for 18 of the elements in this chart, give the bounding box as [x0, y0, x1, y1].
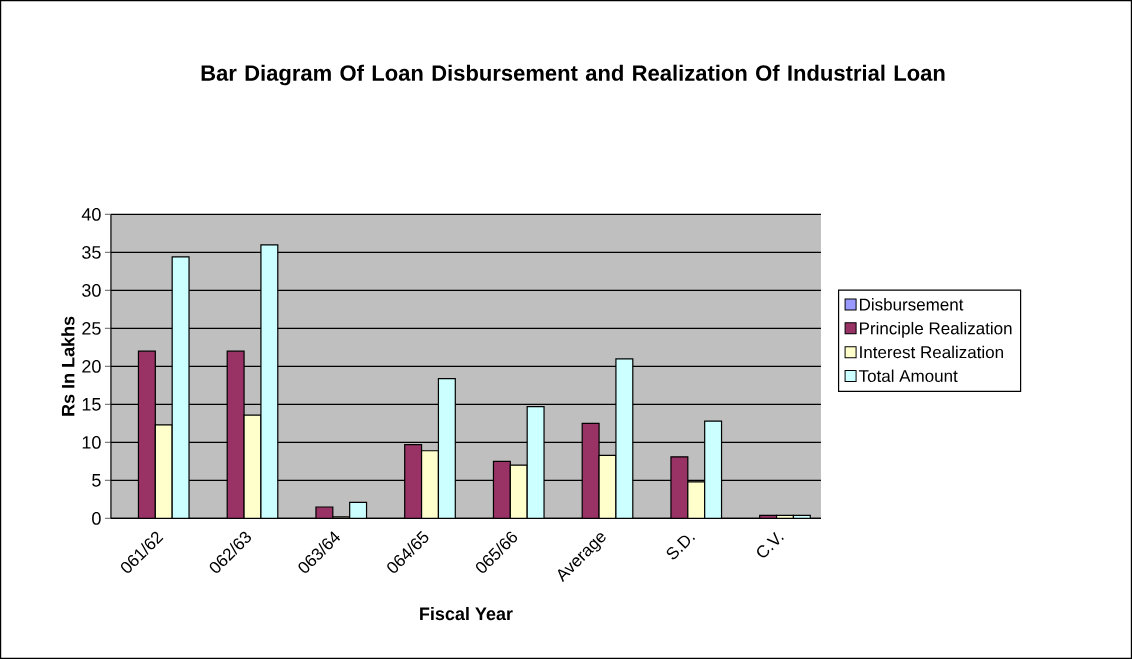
legend-label: Disbursement: [859, 298, 964, 311]
legend-label: Total Amount: [858, 369, 958, 383]
x-tick-label: S.D.: [666, 535, 696, 560]
y-tick-label: 0: [92, 512, 101, 525]
y-tick-label: 30: [82, 284, 101, 297]
y-tick-label: 15: [82, 398, 101, 411]
y-tick-label: 10: [82, 436, 101, 449]
legend-label: Principle Realization: [859, 321, 1012, 338]
y-tick-label: 35: [82, 246, 101, 259]
x-axis-title: Fiscal Year: [420, 606, 513, 621]
y-tick-label: 25: [82, 322, 101, 335]
legend-label: Interest Realization: [860, 345, 1003, 359]
y-tick-label: 20: [82, 360, 101, 373]
chart-title: Bar Diagram Of Loan Disbursement and Realization Of Industrial Loan: [201, 64, 945, 86]
x-tick-label: C.V.: [757, 531, 784, 558]
y-axis-title: Rs In Lakhs: [61, 316, 75, 416]
y-tick-label: 40: [81, 208, 101, 221]
y-tick-label: 5: [92, 474, 101, 487]
